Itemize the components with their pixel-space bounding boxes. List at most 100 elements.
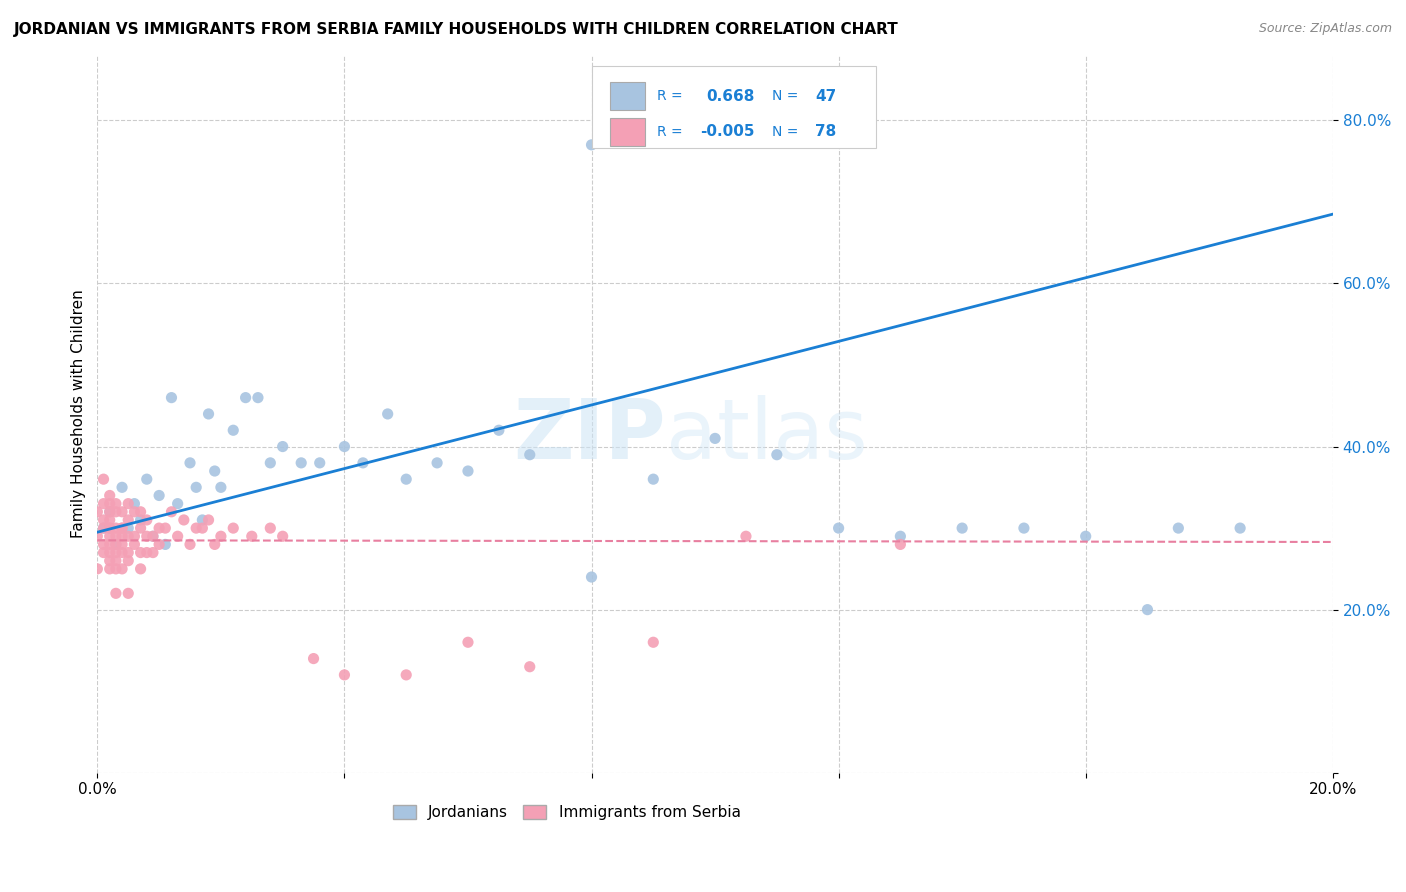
Point <box>222 423 245 437</box>
Point <box>86 562 108 576</box>
Point <box>111 537 134 551</box>
Point <box>117 554 139 568</box>
Point <box>197 513 219 527</box>
Point <box>98 521 121 535</box>
Point <box>93 521 115 535</box>
Point <box>124 497 146 511</box>
Point <box>98 554 121 568</box>
Point <box>240 529 263 543</box>
Point <box>173 513 195 527</box>
Point <box>104 521 127 535</box>
Bar <box>610 82 644 111</box>
Point <box>98 497 121 511</box>
Point <box>581 570 603 584</box>
Point <box>519 448 541 462</box>
Point <box>148 488 170 502</box>
Point <box>104 586 127 600</box>
Point <box>1074 529 1097 543</box>
Point <box>111 545 134 559</box>
Point <box>104 529 127 543</box>
Point <box>457 464 479 478</box>
Point <box>179 537 201 551</box>
Point <box>104 554 127 568</box>
Point <box>98 505 121 519</box>
Point <box>111 480 134 494</box>
Point <box>352 456 374 470</box>
Point <box>1167 521 1189 535</box>
Point <box>950 521 973 535</box>
Point <box>117 586 139 600</box>
Text: R =: R = <box>657 89 683 103</box>
Point <box>135 545 157 559</box>
Point <box>86 505 108 519</box>
Point <box>124 529 146 543</box>
Point <box>142 529 165 543</box>
Point <box>111 505 134 519</box>
Point <box>93 497 115 511</box>
Point <box>259 456 281 470</box>
Point <box>124 537 146 551</box>
Point <box>93 537 115 551</box>
Point <box>129 505 152 519</box>
Point <box>209 529 232 543</box>
Point <box>290 456 312 470</box>
Point <box>98 513 121 527</box>
FancyBboxPatch shape <box>592 66 876 148</box>
Text: -0.005: -0.005 <box>700 124 755 139</box>
Point <box>395 472 418 486</box>
Point <box>186 521 208 535</box>
Point <box>209 480 232 494</box>
Point <box>643 472 665 486</box>
Point <box>166 529 188 543</box>
Point <box>111 521 134 535</box>
Point <box>488 423 510 437</box>
Point <box>457 635 479 649</box>
Point <box>259 521 281 535</box>
Point <box>519 659 541 673</box>
Text: 47: 47 <box>815 88 837 103</box>
Point <box>308 456 330 470</box>
Point <box>204 537 226 551</box>
Point <box>117 513 139 527</box>
Point <box>735 529 758 543</box>
Point <box>333 440 356 454</box>
Point <box>246 391 269 405</box>
Point <box>766 448 789 462</box>
Point <box>186 480 208 494</box>
Text: 78: 78 <box>815 124 837 139</box>
Point <box>129 513 152 527</box>
Point <box>166 497 188 511</box>
Point <box>104 545 127 559</box>
Point <box>1012 521 1035 535</box>
Text: atlas: atlas <box>665 395 868 476</box>
Point <box>1229 521 1251 535</box>
Point <box>142 545 165 559</box>
Text: JORDANIAN VS IMMIGRANTS FROM SERBIA FAMILY HOUSEHOLDS WITH CHILDREN CORRELATION : JORDANIAN VS IMMIGRANTS FROM SERBIA FAMI… <box>14 22 898 37</box>
Point <box>104 497 127 511</box>
Point <box>191 513 214 527</box>
Point <box>117 545 139 559</box>
Point <box>104 537 127 551</box>
Text: N =: N = <box>772 89 799 103</box>
Text: R =: R = <box>657 125 683 139</box>
Point <box>333 668 356 682</box>
Point <box>222 521 245 535</box>
Point <box>98 562 121 576</box>
Point <box>191 521 214 535</box>
Text: N =: N = <box>772 125 799 139</box>
Point <box>98 529 121 543</box>
Point <box>827 521 849 535</box>
Point <box>104 562 127 576</box>
Point <box>111 521 134 535</box>
Point <box>377 407 399 421</box>
Point <box>302 651 325 665</box>
Point <box>197 407 219 421</box>
Point <box>155 537 177 551</box>
Point <box>581 137 603 152</box>
Point <box>111 529 134 543</box>
Point <box>98 537 121 551</box>
Point <box>135 513 157 527</box>
Point <box>426 456 449 470</box>
Y-axis label: Family Households with Children: Family Households with Children <box>72 290 86 538</box>
Point <box>155 521 177 535</box>
